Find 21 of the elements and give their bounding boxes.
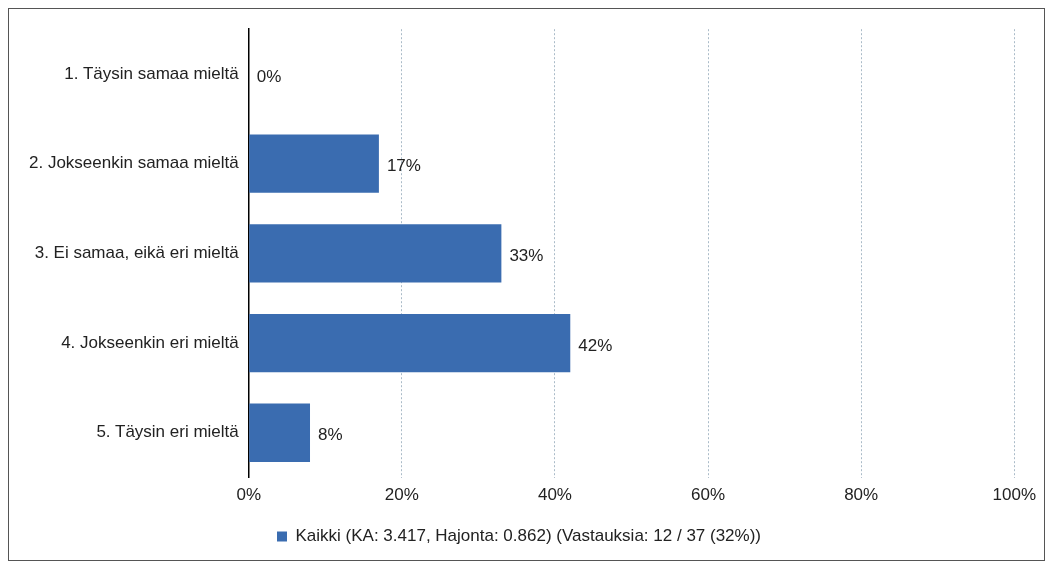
- data-label: 17%: [386, 156, 421, 176]
- y-tick-label: 3. Ei samaa, eikä eri mieltä: [34, 243, 240, 263]
- y-tick-label: 2. Jokseenkin samaa mieltä: [28, 153, 240, 173]
- x-tick-label: 20%: [384, 485, 419, 505]
- bar: [249, 403, 311, 462]
- x-tick-label: 40%: [537, 485, 572, 505]
- y-tick-label: 4. Jokseenkin eri mieltä: [61, 332, 240, 352]
- bar: [249, 313, 571, 373]
- data-label: 33%: [509, 246, 544, 266]
- data-label: 8%: [318, 425, 343, 445]
- x-tick-label: 0%: [236, 485, 262, 505]
- legend-label: Kaikki (KA: 3.417, Hajonta: 0.862) (Vastauksia: 12 / 37 (32%)): [295, 526, 762, 546]
- x-tick-label: 100%: [992, 485, 1036, 505]
- y-tick-label: 5. Täysin eri mieltä: [96, 422, 240, 442]
- bar: [249, 224, 502, 283]
- data-label: 42%: [578, 335, 613, 355]
- bar: [249, 134, 379, 193]
- data-label: 0%: [256, 66, 282, 86]
- x-tick-label: 60%: [691, 485, 726, 505]
- y-tick-label: 1. Täysin samaa mieltä: [64, 63, 240, 83]
- x-tick-label: 80%: [844, 485, 879, 505]
